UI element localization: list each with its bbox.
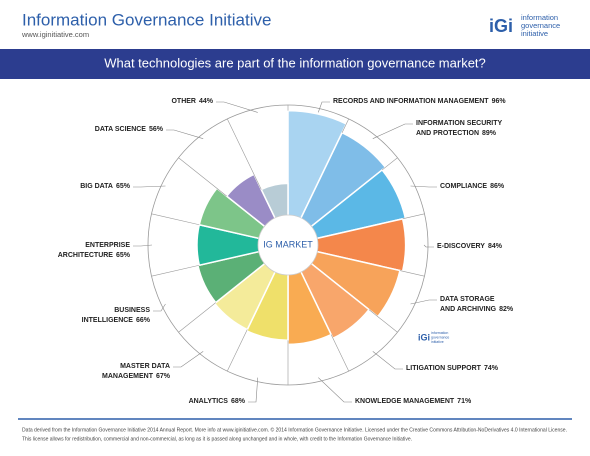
spoke xyxy=(151,264,200,277)
value-label: 74% xyxy=(483,365,498,372)
footer-text: This license allows for redistribution, … xyxy=(22,436,412,442)
value-label: 86% xyxy=(490,183,505,190)
value-label: 68% xyxy=(230,398,245,405)
spoke xyxy=(381,157,398,171)
site-title: Information Governance Initiative xyxy=(22,10,271,29)
leader-line xyxy=(372,123,413,139)
spoke xyxy=(341,118,350,133)
value-label: 71% xyxy=(457,398,472,405)
chart-logo: iGi xyxy=(418,332,430,342)
logo-text: initiative xyxy=(521,29,548,38)
value-label: 44% xyxy=(198,98,213,105)
category-name: KNOWLEDGE MANAGEMENT xyxy=(355,398,455,405)
value-label: 67% xyxy=(155,373,170,380)
site-url[interactable]: www.iginitiative.com xyxy=(21,30,89,39)
category-label: DATA STORAGE AND ARCHIVING 82% xyxy=(440,295,513,315)
category-label: LITIGATION SUPPORT 74% xyxy=(406,364,498,374)
category-label: MASTER DATA MANAGEMENT 67% xyxy=(102,362,170,382)
category-name: OTHER xyxy=(171,98,196,105)
category-label: INFORMATION SECURITY AND PROTECTION 89% xyxy=(416,119,502,139)
spoke xyxy=(402,213,425,220)
category-name: DATA STORAGE AND ARCHIVING xyxy=(440,296,497,313)
chart-logo-text: initiative xyxy=(431,340,444,344)
spoke xyxy=(178,157,227,197)
category-name: DATA SCIENCE xyxy=(94,126,146,133)
leader-line xyxy=(166,129,204,139)
leader-line xyxy=(173,351,204,368)
category-label: RECORDS AND INFORMATION MANAGEMENT 96% xyxy=(333,97,506,107)
leader-line xyxy=(317,101,330,113)
value-label: 66% xyxy=(135,317,150,324)
spoke xyxy=(226,329,248,372)
logo-mark: iGi xyxy=(489,16,513,36)
spoke xyxy=(178,302,216,333)
category-name: RECORDS AND INFORMATION MANAGEMENT xyxy=(333,98,489,105)
category-label: E-DISCOVERY 84% xyxy=(437,242,502,252)
category-name: INFORMATION SECURITY AND PROTECTION xyxy=(416,120,503,137)
category-label: COMPLIANCE 86% xyxy=(440,182,504,192)
leader-line xyxy=(248,377,259,403)
category-name: BUSINESS INTELLIGENCE xyxy=(81,307,150,324)
leader-line xyxy=(410,299,437,305)
category-name: MASTER DATA MANAGEMENT xyxy=(102,363,170,380)
value-label: 65% xyxy=(115,252,130,259)
center-label: IG MARKET xyxy=(263,239,313,249)
value-label: 56% xyxy=(148,126,163,133)
leader-line xyxy=(318,377,352,403)
category-label: ENTERPRISE ARCHITECTURE 65% xyxy=(58,241,130,261)
category-name: COMPLIANCE xyxy=(440,183,488,190)
leader-line xyxy=(133,244,153,247)
value-label: 65% xyxy=(115,183,130,190)
category-label: OTHER 44% xyxy=(171,97,213,107)
category-label: ANALYTICS 68% xyxy=(189,397,245,407)
chart: IG MARKET xyxy=(133,101,437,403)
value-label: 96% xyxy=(491,98,506,105)
leader-line xyxy=(133,185,166,188)
value-label: 89% xyxy=(482,130,497,137)
category-name: E-DISCOVERY xyxy=(437,243,485,250)
banner-text: What technologies are part of the inform… xyxy=(104,55,486,70)
footer-text: Data derived from the Information Govern… xyxy=(22,426,567,433)
value-label: 84% xyxy=(487,243,502,250)
banner xyxy=(0,49,590,79)
spoke xyxy=(368,309,398,333)
spoke xyxy=(399,270,425,277)
category-name: BIG DATA xyxy=(80,183,113,190)
category-name: ENTERPRISE ARCHITECTURE xyxy=(57,242,130,259)
category-label: BUSINESS INTELLIGENCE 66% xyxy=(82,306,150,326)
leader-line xyxy=(410,185,437,188)
chart-logo-text: information xyxy=(431,331,448,335)
spoke xyxy=(330,334,350,372)
category-label: BIG DATA 65% xyxy=(80,182,130,192)
leader-line xyxy=(423,244,434,248)
leader-line xyxy=(153,303,166,312)
logo-text: governance xyxy=(521,21,560,30)
leader-line xyxy=(372,351,403,370)
chart-logo-text: governance xyxy=(431,335,449,339)
category-name: LITIGATION SUPPORT xyxy=(406,365,481,372)
category-name: ANALYTICS xyxy=(188,398,228,405)
spoke xyxy=(151,213,200,226)
logo-text: information xyxy=(521,13,558,22)
leader-line xyxy=(216,101,258,113)
category-label: KNOWLEDGE MANAGEMENT 71% xyxy=(355,397,471,407)
spoke xyxy=(226,118,262,190)
center-disc xyxy=(257,214,319,276)
category-label: DATA SCIENCE 56% xyxy=(95,125,163,135)
value-label: 82% xyxy=(499,306,514,313)
